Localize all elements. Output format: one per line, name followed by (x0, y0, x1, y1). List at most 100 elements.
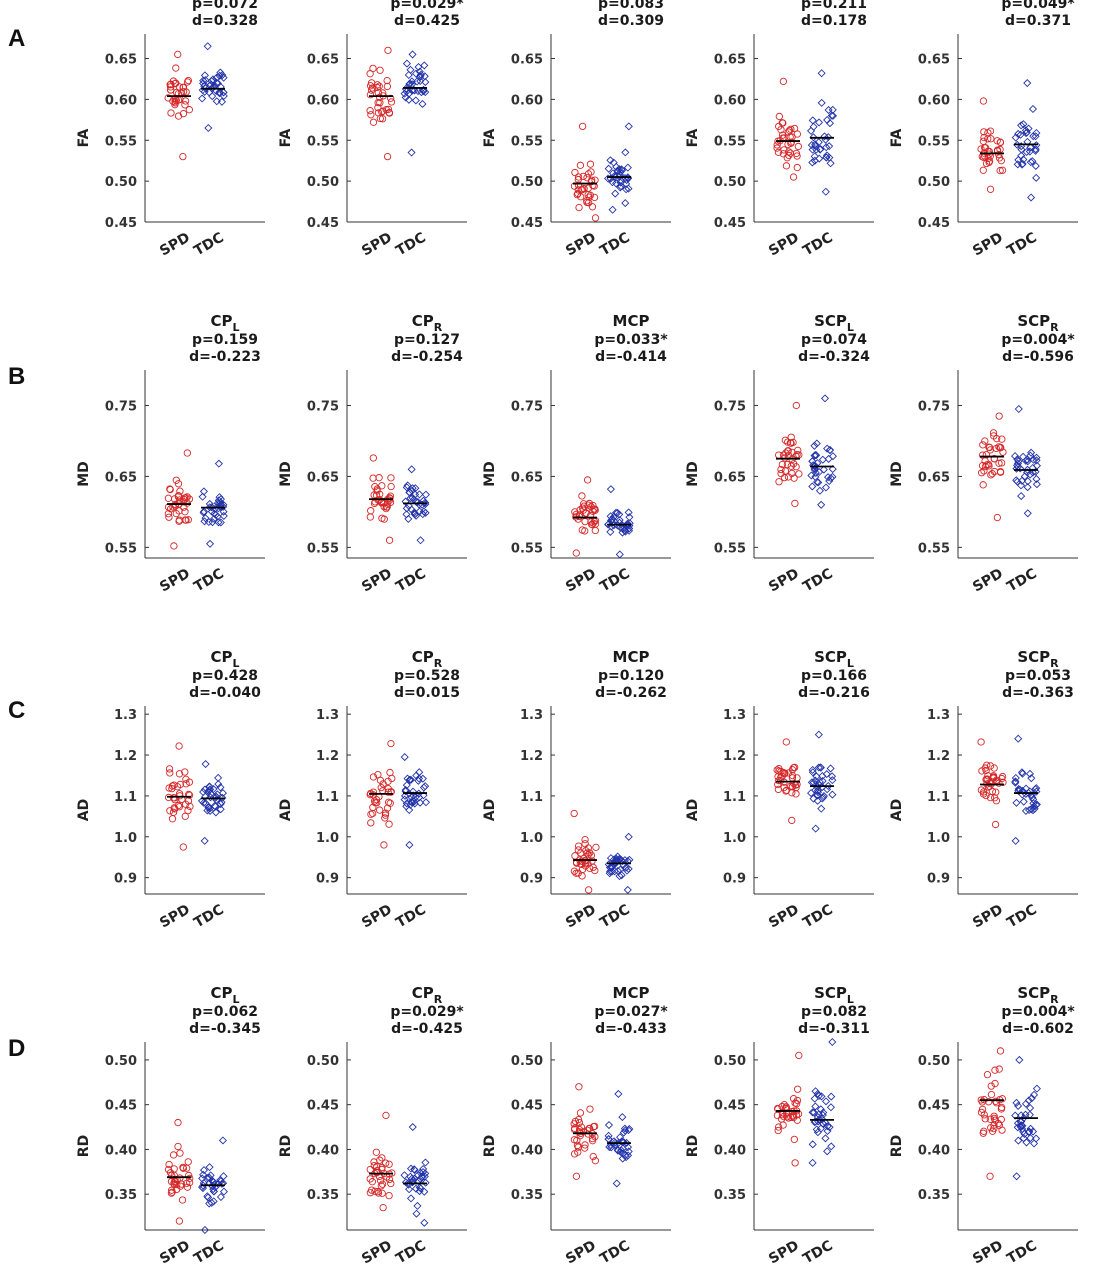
row-label-b: B (8, 363, 25, 390)
data-point-spd (571, 168, 579, 177)
y-tick-label: 0.65 (307, 470, 339, 485)
data-point-spd (793, 1116, 801, 1124)
data-point-spd (981, 1115, 989, 1123)
data-point-tdc (604, 1121, 614, 1130)
data-point-tdc (421, 1178, 430, 1187)
data-point-spd (575, 1118, 584, 1127)
data-point-tdc (820, 394, 830, 403)
data-point-tdc (1032, 1084, 1041, 1093)
data-point-tdc (198, 1184, 208, 1193)
data-point-spd (983, 1071, 992, 1079)
data-point-spd (381, 811, 390, 819)
data-point-spd (573, 191, 581, 199)
panel-title: MCP (613, 648, 650, 666)
x-tick-label-tdc: TDC (1004, 230, 1039, 260)
data-point-spd (383, 82, 392, 91)
data-point-spd (375, 474, 383, 482)
data-point-spd (575, 1128, 583, 1136)
data-point-tdc (624, 832, 633, 841)
data-point-tdc (1012, 1098, 1021, 1107)
data-point-spd (986, 446, 994, 454)
data-point-tdc (610, 1138, 619, 1147)
data-point-tdc (607, 863, 616, 872)
data-point-spd (371, 799, 379, 807)
data-point-tdc (1017, 121, 1026, 130)
x-tick-label-spd: SPD (563, 230, 599, 260)
data-point-tdc (616, 182, 626, 191)
data-point-spd (574, 1115, 583, 1124)
x-tick-label-spd: SPD (766, 1238, 802, 1268)
x-tick-label-spd: SPD (359, 230, 395, 260)
data-point-spd (385, 1160, 393, 1168)
data-point-spd (582, 847, 590, 855)
data-point-tdc (219, 73, 228, 82)
data-point-spd (170, 794, 179, 802)
data-point-spd (574, 1148, 582, 1156)
data-point-spd (572, 1172, 581, 1180)
effect-size-label: d=-0.262 (595, 685, 667, 701)
data-point-tdc (812, 1125, 821, 1134)
data-point-tdc (1030, 1139, 1039, 1148)
data-point-tdc (614, 1139, 623, 1148)
data-point-tdc (1023, 137, 1032, 146)
data-point-spd (183, 449, 191, 457)
data-point-tdc (214, 780, 223, 789)
data-point-tdc (816, 1124, 825, 1133)
data-point-tdc (1017, 151, 1026, 160)
data-point-tdc (1028, 104, 1038, 114)
effect-size-label: d=-0.223 (189, 349, 261, 365)
data-point-tdc (213, 79, 222, 88)
panel-title: SCPL (814, 984, 854, 1006)
data-point-tdc (406, 775, 415, 784)
y-tick-label: 0.9 (316, 872, 339, 887)
y-axis-label: AD (889, 799, 905, 821)
y-tick-label: 0.45 (307, 216, 339, 231)
effect-size-label: d=-0.414 (595, 349, 667, 365)
y-tick-label: 1.2 (723, 749, 746, 764)
data-point-tdc (817, 500, 826, 509)
data-point-tdc (819, 1108, 828, 1117)
effect-size-label: d=0.309 (598, 13, 664, 29)
data-point-spd (185, 495, 194, 503)
data-point-spd (178, 1196, 187, 1204)
x-tick-label-tdc: TDC (191, 902, 226, 932)
effect-size-label: d=-0.425 (391, 1021, 463, 1037)
data-point-spd (373, 83, 381, 92)
data-point-tdc (616, 176, 625, 185)
data-point-tdc (412, 497, 421, 506)
y-tick-label: 1.0 (520, 831, 543, 846)
data-point-spd (382, 1159, 390, 1167)
data-point-tdc (1011, 836, 1020, 845)
data-point-tdc (618, 528, 627, 537)
data-point-tdc (214, 496, 223, 505)
data-point-tdc (811, 472, 820, 481)
data-point-tdc (201, 76, 210, 85)
data-point-tdc (606, 527, 615, 536)
data-point-tdc (623, 519, 632, 528)
data-point-tdc (1028, 463, 1037, 473)
data-point-tdc (1014, 404, 1023, 414)
data-point-spd (586, 849, 594, 857)
x-tick-label-spd: SPD (970, 1238, 1006, 1268)
data-point-tdc (828, 1037, 837, 1047)
data-point-spd (172, 509, 180, 518)
data-point-spd (167, 1189, 176, 1197)
data-point-spd (182, 780, 190, 788)
data-point-spd (782, 787, 790, 795)
y-axis-label: MD (482, 461, 498, 487)
y-axis-label: FA (685, 128, 701, 147)
data-point-tdc (606, 867, 615, 876)
data-point-tdc (410, 1174, 419, 1183)
data-point-tdc (1025, 1110, 1034, 1119)
data-point-spd (785, 148, 793, 156)
data-point-spd (995, 1065, 1003, 1073)
y-tick-label: 0.60 (714, 93, 746, 108)
data-point-tdc (218, 1136, 227, 1145)
data-point-spd (979, 97, 988, 105)
data-point-spd (175, 516, 183, 524)
data-point-tdc (200, 836, 209, 845)
data-point-spd (979, 788, 988, 796)
data-point-tdc (828, 452, 837, 461)
